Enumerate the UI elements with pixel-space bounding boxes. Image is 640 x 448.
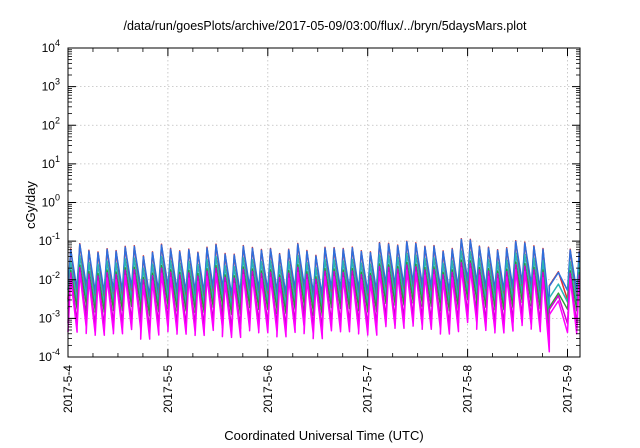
x-tick-label: 2017-5-6 [261, 365, 275, 413]
y-tick-label: 101 [42, 154, 60, 171]
series-line [67, 267, 581, 353]
y-tick-label: 10-4 [39, 347, 60, 364]
x-tick-label: 2017-5-5 [161, 365, 175, 413]
y-axis: 10-4 10-3 10-2 10-1 100 101 102 103 104 [39, 38, 580, 364]
x-tick-label: 2017-5-9 [561, 365, 575, 413]
x-axis-label: Coordinated Universal Time (UTC) [224, 428, 423, 443]
chart-title: /data/run/goesPlots/archive/2017-05-09/0… [123, 19, 527, 33]
y-tick-label: 100 [42, 193, 60, 210]
x-tick-label: 2017-5-4 [61, 365, 75, 413]
series-group [67, 237, 581, 353]
y-tick-label: 10-2 [39, 270, 60, 287]
y-tick-label: 10-3 [39, 308, 60, 325]
x-axis: 2017-5-4 2017-5-5 2017-5-6 2017-5-7 2017-5-8… [61, 48, 575, 413]
x-tick-label: 2017-5-8 [461, 365, 475, 413]
x-tick-label: 2017-5-7 [361, 365, 375, 413]
y-tick-label: 104 [42, 38, 60, 55]
y-tick-label: 102 [42, 115, 60, 132]
y-tick-label: 10-1 [39, 231, 60, 248]
y-tick-label: 103 [42, 77, 60, 94]
y-axis-label: cGy/day [23, 181, 38, 229]
series-line [67, 238, 581, 311]
